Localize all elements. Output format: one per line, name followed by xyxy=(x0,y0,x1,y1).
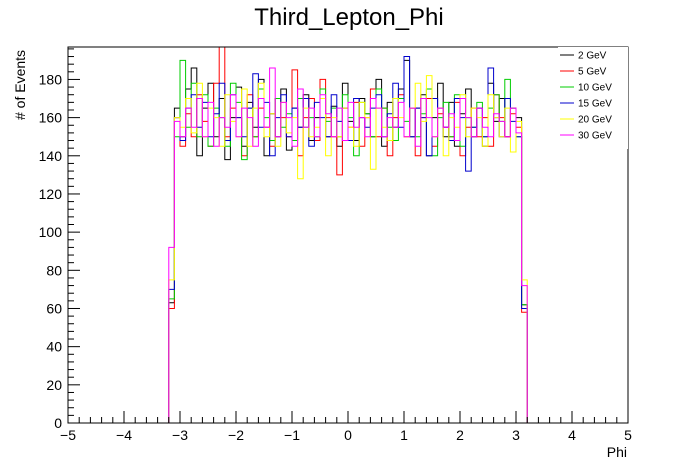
x-tick-label: −5 xyxy=(60,427,76,443)
legend-box xyxy=(558,47,628,149)
x-tick-label: −1 xyxy=(284,427,300,443)
x-tick-label: 4 xyxy=(568,427,576,443)
y-tick-label: 140 xyxy=(39,148,63,164)
legend: 2 GeV 5 GeV 10 GeV 15 GeV 20 GeV 30 GeV xyxy=(558,47,628,149)
legend-label-5: 30 GeV xyxy=(578,131,612,142)
x-tick-label: 0 xyxy=(344,427,352,443)
y-tick-label: 60 xyxy=(46,300,62,316)
x-axis-label: Phi xyxy=(607,444,627,460)
series-line-5 xyxy=(68,67,628,424)
legend-label-4: 20 GeV xyxy=(578,115,612,126)
x-tick-label: 5 xyxy=(624,427,632,443)
legend-label-2: 10 GeV xyxy=(578,83,612,94)
chart-title: Third_Lepton_Phi xyxy=(254,4,443,31)
legend-label-3: 15 GeV xyxy=(578,99,612,110)
legend-label-1: 5 GeV xyxy=(578,67,607,78)
x-tick-label: −4 xyxy=(116,427,132,443)
y-tick-label: 120 xyxy=(39,186,63,202)
x-tick-label: 1 xyxy=(400,427,408,443)
y-tick-label: 160 xyxy=(39,110,63,126)
y-tick-label: 180 xyxy=(39,71,63,87)
x-tick-label: −2 xyxy=(228,427,244,443)
x-tick-label: 3 xyxy=(512,427,520,443)
plot-area xyxy=(68,46,628,424)
x-tick-label: −3 xyxy=(172,427,188,443)
axes: −5 −4 −3 −2 −1 0 1 2 3 4 5 0 20 40 60 80 100 120 140 160 180 xyxy=(39,46,632,443)
y-axis-label: # of Events xyxy=(12,50,28,120)
legend-label-0: 2 GeV xyxy=(578,51,607,62)
y-tick-label: 0 xyxy=(54,415,62,431)
x-tick-label: 2 xyxy=(456,427,464,443)
y-tick-label: 80 xyxy=(46,262,62,278)
y-tick-label: 40 xyxy=(46,339,62,355)
y-tick-label: 100 xyxy=(39,224,63,240)
y-tick-label: 20 xyxy=(46,377,62,393)
